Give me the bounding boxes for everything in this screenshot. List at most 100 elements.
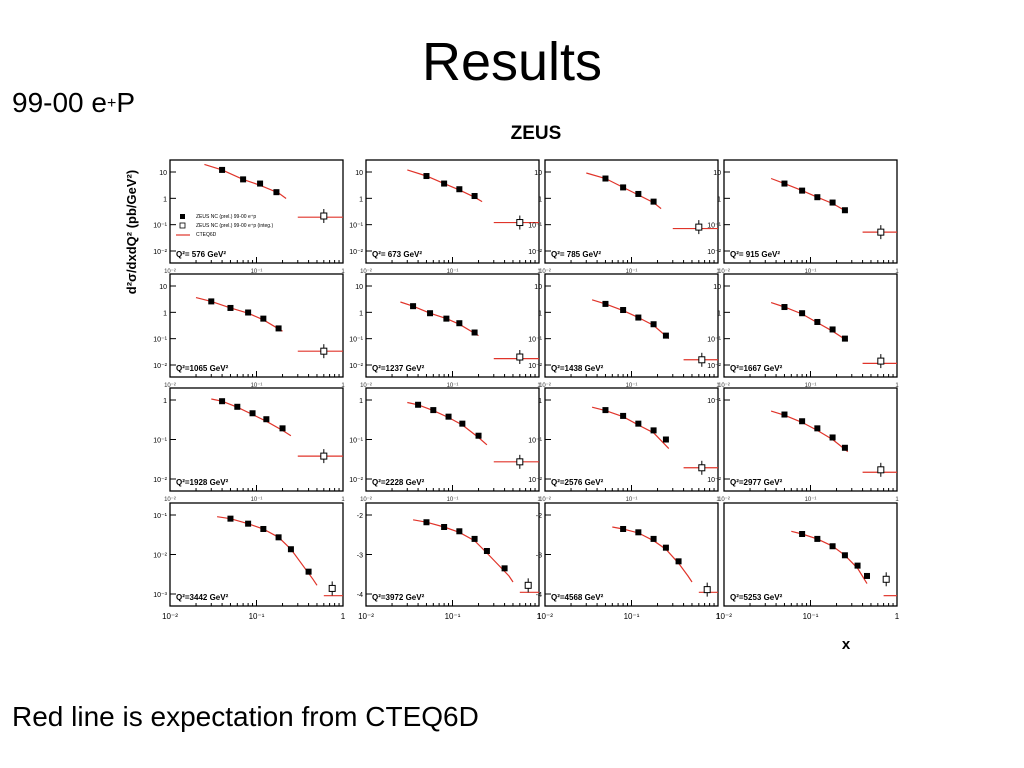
data-point <box>208 298 215 305</box>
panel-grid: 10 1 10⁻¹ 10⁻² Q²= 576 GeV² 10⁻² 10⁻¹ 1 ZEUS NC … <box>153 159 900 621</box>
x-tick-label: 1 <box>537 612 542 621</box>
chart-title: ZEUS <box>511 123 562 144</box>
x-tick-label: 10⁻² <box>537 612 553 621</box>
x-tick-label: 1 <box>716 612 721 621</box>
data-point <box>602 175 609 182</box>
q2-label: Q²=1065 GeV² <box>176 364 229 373</box>
x-tick-label: 10⁻¹ <box>805 497 817 503</box>
data-point <box>814 535 821 542</box>
data-point <box>445 413 452 420</box>
integ-point <box>320 347 328 355</box>
data-point <box>471 535 478 542</box>
data-point <box>456 186 463 193</box>
data-point <box>245 520 252 527</box>
integ-point <box>698 464 706 472</box>
data-point <box>841 207 848 214</box>
y-tick-label: 10⁻² <box>707 363 721 370</box>
y-tick-label: 1 <box>163 310 167 317</box>
y-tick-label: -2 <box>536 513 542 520</box>
y-tick-label: 10 <box>534 170 542 177</box>
panel-12: 10⁻¹ 10⁻² Q²=2977 GeV² 10⁻² 10⁻¹ 1 <box>707 387 899 503</box>
legend: ZEUS NC (prel.) 99-00 e⁺p ZEUS NC (prel.)… <box>176 214 273 238</box>
panel-frame <box>169 502 344 607</box>
x-tick-label: 10⁻² <box>164 497 176 503</box>
data-point <box>602 300 609 307</box>
x-tick-label: 10⁻¹ <box>626 269 638 275</box>
y-tick-label: 10⁻¹ <box>528 223 542 230</box>
y-tick-label: 10 <box>713 170 721 177</box>
data-point <box>635 420 642 427</box>
data-point <box>829 199 836 206</box>
data-point <box>415 401 422 408</box>
y-tick-label: 10⁻² <box>349 363 363 370</box>
panel-6: 10 1 10⁻¹ 10⁻² Q²=1237 GeV² 10⁻² 10⁻¹ 1 <box>349 273 541 389</box>
q2-label: Q²=2228 GeV² <box>372 478 425 487</box>
integ-point <box>320 212 328 220</box>
y-tick-label: 1 <box>359 196 363 203</box>
legend-marker-filled <box>180 214 185 219</box>
y-tick-label: 10⁻² <box>528 363 542 370</box>
y-tick-label: 10⁻¹ <box>349 223 363 230</box>
x-tick-label: 10⁻² <box>360 497 372 503</box>
cteq6d-curve <box>412 519 514 583</box>
y-tick-label: 10 <box>159 170 167 177</box>
x-tick-label: 10⁻¹ <box>251 497 263 503</box>
y-tick-label: 10⁻³ <box>153 592 167 599</box>
x-tick-label: 1 <box>341 383 345 389</box>
y-tick-label: 10⁻¹ <box>528 337 542 344</box>
data-point <box>854 562 861 569</box>
panel-3: 10 1 10⁻¹ 10⁻² Q²= 785 GeV² 10⁻² 10⁻¹ 1 <box>528 159 720 275</box>
x-tick-label: 1 <box>716 383 720 389</box>
panel-frame <box>365 273 540 378</box>
x-tick-label: 10⁻² <box>539 383 551 389</box>
x-tick-label: 10⁻² <box>718 383 730 389</box>
panel-frame <box>365 502 540 607</box>
data-point <box>814 425 821 432</box>
y-tick-label: 10 <box>355 170 363 177</box>
x-axis-label: x <box>842 636 851 653</box>
data-point <box>650 427 657 434</box>
panel-14: -2 -3 -4 Q²=3972 GeV² 10⁻² 10⁻¹ 1 <box>357 502 542 621</box>
x-tick-label: 1 <box>716 269 720 275</box>
x-tick-label: 10⁻¹ <box>805 269 817 275</box>
data-point <box>662 544 669 551</box>
data-point <box>675 558 682 565</box>
x-tick-label: 10⁻² <box>360 269 372 275</box>
integ-point <box>703 586 711 594</box>
y-tick-label: 10⁻² <box>153 363 167 370</box>
cteq6d-curve <box>612 526 693 583</box>
x-tick-label: 10⁻¹ <box>251 383 263 389</box>
panel-13: 10⁻¹ 10⁻² 10⁻³ Q²=3442 GeV² 10⁻² 10⁻¹ 1 <box>153 502 346 621</box>
data-point <box>471 193 478 200</box>
y-tick-label: -4 <box>357 592 363 599</box>
panel-frame <box>544 273 719 378</box>
y-tick-label: 1 <box>538 398 542 405</box>
y-tick-label: 10 <box>713 284 721 291</box>
panel-9: 1 10⁻¹ 10⁻² Q²=1928 GeV² 10⁻² 10⁻¹ 1 <box>153 387 345 503</box>
x-tick-label: 10⁻² <box>360 383 372 389</box>
data-point <box>620 184 627 191</box>
integ-point <box>698 356 706 364</box>
x-tick-label: 10⁻¹ <box>447 383 459 389</box>
data-point <box>279 425 286 432</box>
dataset-label-sup: + <box>106 95 117 112</box>
panel-5: 10 1 10⁻¹ 10⁻² Q²=1065 GeV² 10⁻² 10⁻¹ 1 <box>153 273 345 389</box>
data-point <box>650 535 657 542</box>
panel-frame <box>723 502 898 607</box>
data-point <box>602 407 609 414</box>
data-point <box>864 572 871 579</box>
q2-label: Q²=2576 GeV² <box>551 478 604 487</box>
x-tick-label: 10⁻² <box>718 497 730 503</box>
y-tick-label: 1 <box>359 310 363 317</box>
y-tick-label: 10⁻² <box>349 249 363 256</box>
panel-11: 1 10⁻¹ 10⁻² Q²=2576 GeV² 10⁻² 10⁻¹ 1 <box>528 387 720 503</box>
x-tick-label: 10⁻¹ <box>803 612 819 621</box>
panel-16: Q²=5253 GeV² 10⁻² 10⁻¹ 1 <box>716 502 900 621</box>
x-tick-label: 10⁻¹ <box>249 612 265 621</box>
data-point <box>275 534 282 541</box>
data-point <box>471 329 478 336</box>
data-point <box>227 304 234 311</box>
data-point <box>273 189 280 196</box>
integ-point <box>695 223 703 231</box>
x-tick-label: 10⁻² <box>539 497 551 503</box>
